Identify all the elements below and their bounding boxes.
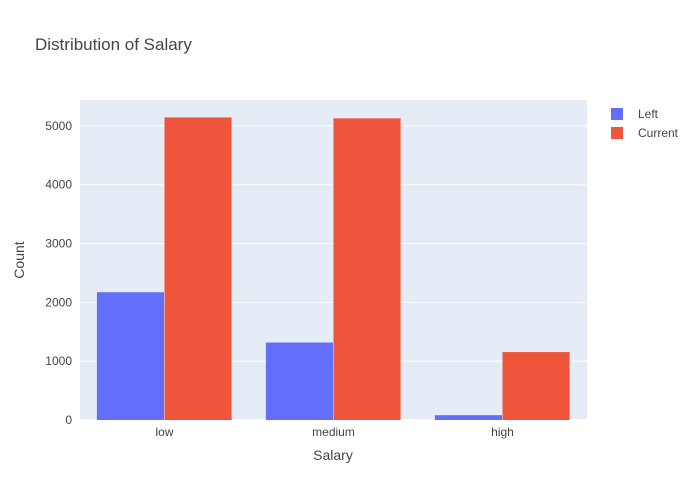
y-tick-label: 0 <box>65 413 72 427</box>
legend: Left Current <box>611 107 679 140</box>
y-axis-title: Count <box>11 241 27 278</box>
bar-left-low <box>96 292 164 420</box>
bar-current-high <box>502 352 570 420</box>
legend-label: Current <box>638 126 679 140</box>
chart-title: Distribution of Salary <box>35 35 192 54</box>
x-axis-ticks: low medium high <box>155 425 513 439</box>
bar-left-medium <box>265 342 333 420</box>
y-tick-label: 4000 <box>45 178 72 192</box>
y-tick-label: 1000 <box>45 354 72 368</box>
x-tick-label: low <box>155 425 173 439</box>
legend-label: Left <box>638 107 659 121</box>
legend-item[interactable]: Left <box>611 107 659 121</box>
bar-current-medium <box>333 118 401 420</box>
x-tick-label: medium <box>312 425 355 439</box>
bar-left-high <box>434 415 502 420</box>
y-tick-label: 5000 <box>45 119 72 133</box>
y-tick-label: 2000 <box>45 295 72 309</box>
bars <box>96 117 570 420</box>
y-tick-label: 3000 <box>45 237 72 251</box>
bar-current-low <box>164 117 232 420</box>
y-axis-ticks: 0 1000 2000 3000 4000 5000 <box>45 119 72 427</box>
legend-item[interactable]: Current <box>611 126 679 140</box>
legend-swatch <box>611 127 623 139</box>
x-axis-title: Salary <box>313 447 353 463</box>
x-tick-label: high <box>491 425 514 439</box>
legend-swatch <box>611 108 623 120</box>
